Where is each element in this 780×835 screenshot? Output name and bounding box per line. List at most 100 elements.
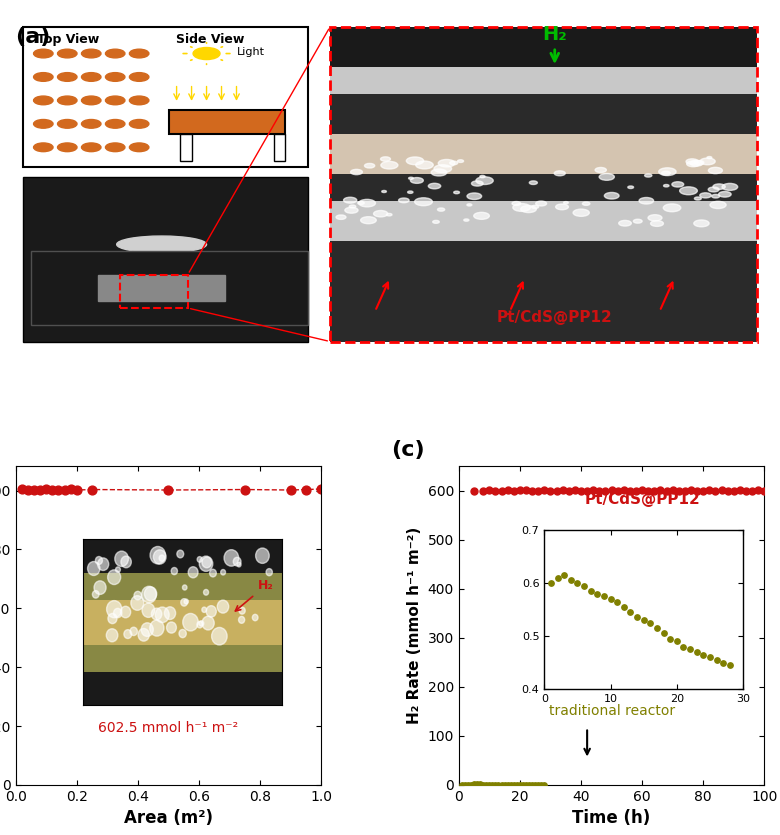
Circle shape [656, 203, 661, 205]
Circle shape [339, 180, 356, 188]
Circle shape [385, 160, 391, 164]
Point [569, 483, 581, 497]
Circle shape [129, 49, 149, 58]
Point [22, 483, 34, 496]
Point [86, 483, 98, 496]
Circle shape [81, 96, 101, 104]
Circle shape [523, 202, 537, 208]
Point [462, 778, 474, 792]
Point [502, 483, 514, 497]
Circle shape [447, 212, 458, 217]
Circle shape [606, 206, 612, 209]
Point [492, 778, 505, 792]
Point [734, 483, 746, 497]
FancyBboxPatch shape [23, 177, 307, 342]
Point [618, 483, 630, 497]
Circle shape [649, 158, 660, 162]
Point [697, 484, 710, 498]
Circle shape [495, 206, 509, 213]
Point [514, 778, 526, 792]
Circle shape [583, 180, 601, 187]
Text: (a): (a) [16, 27, 51, 47]
Circle shape [467, 160, 479, 165]
Circle shape [456, 175, 472, 182]
Point [538, 483, 551, 497]
Point [483, 778, 495, 792]
Point [498, 778, 511, 792]
Point [661, 483, 673, 497]
Point [468, 485, 480, 498]
Circle shape [344, 176, 360, 183]
Circle shape [647, 212, 658, 217]
Point [666, 483, 679, 497]
Point [529, 778, 541, 792]
Point [300, 483, 312, 496]
Circle shape [347, 207, 354, 211]
Point [624, 483, 636, 497]
Circle shape [58, 49, 77, 58]
Circle shape [500, 218, 509, 222]
Circle shape [568, 209, 585, 217]
Circle shape [541, 170, 553, 175]
FancyBboxPatch shape [330, 134, 757, 174]
Point [636, 483, 648, 497]
Circle shape [631, 180, 645, 186]
Circle shape [703, 182, 719, 190]
Circle shape [129, 96, 149, 104]
Circle shape [632, 210, 640, 214]
Circle shape [34, 143, 53, 152]
Point [593, 483, 605, 497]
Circle shape [591, 207, 604, 213]
Circle shape [105, 96, 125, 104]
Point [709, 483, 722, 497]
Circle shape [661, 216, 669, 220]
Point [483, 483, 495, 497]
Point [52, 483, 65, 497]
Point [715, 483, 728, 497]
Point [46, 483, 58, 496]
Point [551, 484, 563, 498]
Point [511, 778, 523, 792]
Circle shape [543, 159, 553, 164]
Circle shape [613, 173, 621, 176]
Circle shape [675, 220, 681, 222]
Text: Side View: Side View [176, 33, 244, 47]
Text: Top View: Top View [37, 33, 99, 47]
Circle shape [688, 205, 703, 211]
Point [315, 483, 328, 496]
Point [474, 777, 487, 791]
Circle shape [511, 160, 521, 164]
Point [40, 483, 52, 496]
X-axis label: Area (m²): Area (m²) [124, 809, 213, 827]
Circle shape [34, 49, 53, 58]
Point [480, 778, 492, 792]
Text: Pt/CdS@PP12: Pt/CdS@PP12 [497, 310, 612, 325]
Point [526, 778, 538, 792]
Text: traditional reactor: traditional reactor [548, 704, 675, 718]
Circle shape [523, 162, 531, 165]
FancyBboxPatch shape [330, 241, 757, 281]
Circle shape [34, 119, 53, 129]
Circle shape [129, 143, 149, 152]
Circle shape [499, 168, 512, 174]
Point [535, 778, 548, 792]
Circle shape [105, 143, 125, 152]
Point [486, 778, 498, 792]
Ellipse shape [117, 236, 207, 253]
Point [532, 778, 544, 792]
Point [16, 483, 28, 496]
FancyBboxPatch shape [330, 27, 757, 342]
Point [477, 483, 490, 497]
FancyBboxPatch shape [330, 201, 757, 241]
Circle shape [440, 184, 456, 190]
Point [489, 778, 502, 792]
Circle shape [675, 182, 679, 184]
Circle shape [338, 170, 351, 176]
Point [508, 778, 520, 792]
Circle shape [540, 155, 555, 163]
Circle shape [105, 73, 125, 81]
Circle shape [193, 48, 220, 59]
Circle shape [727, 207, 735, 211]
Point [28, 483, 41, 497]
Point [162, 483, 175, 497]
